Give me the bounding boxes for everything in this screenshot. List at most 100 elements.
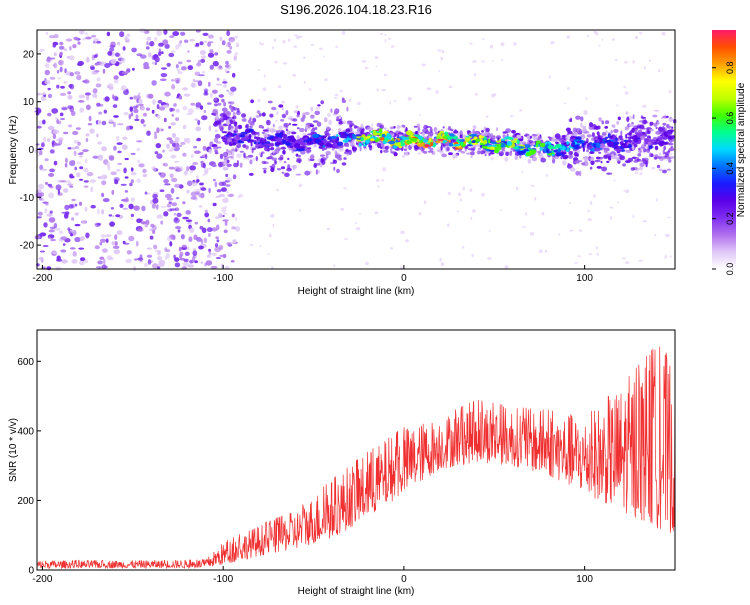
noise-blob bbox=[194, 80, 200, 83]
noise-blob bbox=[124, 157, 129, 161]
ridge-core-blob bbox=[339, 134, 348, 139]
ridge-core-blob bbox=[616, 147, 622, 153]
noise-blob bbox=[163, 211, 169, 217]
noise-blob bbox=[462, 186, 466, 191]
noise-blob bbox=[96, 41, 102, 44]
noise-blob bbox=[134, 258, 138, 261]
noise-blob bbox=[217, 212, 223, 219]
ridge-spread-blob bbox=[622, 163, 627, 167]
noise-blob bbox=[207, 102, 212, 105]
noise-blob bbox=[221, 206, 227, 213]
ridge-spread-blob bbox=[666, 125, 672, 129]
noise-blob bbox=[138, 103, 144, 107]
ridge-spread-blob bbox=[268, 155, 274, 159]
ridge-spread-blob bbox=[574, 160, 579, 164]
noise-blob bbox=[400, 230, 405, 235]
noise-blob bbox=[156, 153, 163, 159]
noise-blob bbox=[113, 177, 120, 182]
ridge-spread-blob bbox=[659, 152, 662, 158]
noise-blob bbox=[189, 170, 194, 174]
ridge-spread-blob bbox=[343, 157, 347, 160]
noise-blob bbox=[228, 125, 231, 131]
noise-blob bbox=[176, 212, 182, 218]
noise-blob bbox=[165, 193, 172, 199]
noise-blob bbox=[278, 85, 282, 89]
noise-blob bbox=[88, 115, 92, 122]
ridge-spread-blob bbox=[321, 159, 326, 165]
noise-blob bbox=[110, 171, 117, 176]
ridge-spread-blob bbox=[233, 129, 239, 134]
noise-blob bbox=[136, 218, 142, 223]
noise-blob bbox=[381, 88, 386, 92]
noise-blob bbox=[71, 146, 76, 150]
noise-blob bbox=[262, 87, 267, 92]
noise-blob bbox=[199, 50, 206, 55]
noise-blob bbox=[219, 36, 223, 41]
noise-blob bbox=[97, 141, 102, 145]
noise-blob bbox=[153, 244, 158, 250]
noise-blob bbox=[625, 261, 630, 264]
colorbar-tick-label: 0.0 bbox=[725, 263, 735, 276]
noise-blob bbox=[418, 211, 422, 216]
noise-blob bbox=[77, 41, 81, 45]
ridge-spread-blob bbox=[287, 164, 291, 170]
noise-blob bbox=[101, 146, 107, 152]
ridge-core-blob bbox=[232, 142, 237, 146]
noise-blob bbox=[78, 201, 83, 206]
ridge-spread-blob bbox=[477, 150, 481, 155]
noise-blob bbox=[158, 172, 162, 176]
noise-blob bbox=[544, 249, 548, 253]
noise-blob bbox=[187, 65, 194, 71]
noise-blob bbox=[116, 169, 121, 172]
noise-blob bbox=[57, 77, 61, 80]
ridge-spread-blob bbox=[246, 156, 250, 160]
noise-blob bbox=[166, 137, 173, 141]
ridge-spread-blob bbox=[655, 126, 658, 130]
ridge-core-blob bbox=[285, 142, 292, 147]
noise-blob bbox=[587, 209, 590, 213]
noise-blob bbox=[195, 107, 201, 110]
noise-blob bbox=[616, 201, 619, 204]
noise-blob bbox=[184, 251, 190, 256]
noise-blob bbox=[176, 68, 181, 72]
noise-blob bbox=[190, 154, 194, 158]
noise-blob bbox=[215, 195, 221, 198]
ridge-spread-blob bbox=[309, 124, 315, 127]
noise-blob bbox=[90, 66, 95, 70]
noise-blob bbox=[226, 50, 232, 54]
noise-blob bbox=[384, 33, 387, 36]
ridge-core-blob bbox=[288, 137, 297, 143]
noise-blob bbox=[143, 124, 147, 127]
ridge-spread-blob bbox=[583, 110, 588, 115]
noise-blob bbox=[218, 94, 224, 98]
noise-blob bbox=[119, 203, 124, 208]
noise-blob bbox=[45, 202, 49, 206]
noise-blob bbox=[64, 211, 70, 216]
noise-blob bbox=[113, 115, 119, 118]
noise-blob bbox=[82, 37, 87, 41]
noise-blob bbox=[36, 216, 42, 219]
noise-blob bbox=[100, 238, 106, 243]
noise-blob bbox=[103, 109, 108, 114]
ridge-spread-blob bbox=[359, 145, 362, 152]
ridge-spread-blob bbox=[269, 113, 274, 118]
ridge-core-blob bbox=[355, 134, 361, 137]
noise-blob bbox=[83, 180, 89, 183]
noise-blob bbox=[85, 36, 92, 40]
ridge-core-blob bbox=[429, 137, 432, 143]
ridge-spread-blob bbox=[665, 115, 669, 119]
ridge-spread-blob bbox=[583, 160, 589, 167]
ridge-spread-blob bbox=[644, 159, 647, 164]
noise-blob bbox=[634, 35, 639, 40]
ridge-core-blob bbox=[251, 130, 256, 135]
noise-blob bbox=[170, 122, 176, 126]
ridge-core-blob bbox=[446, 136, 453, 139]
noise-blob bbox=[182, 87, 189, 91]
ridge-spread-blob bbox=[245, 123, 250, 129]
noise-blob bbox=[564, 102, 567, 105]
noise-blob bbox=[46, 266, 52, 271]
noise-blob bbox=[179, 40, 183, 44]
noise-blob bbox=[138, 163, 145, 168]
ridge-spread-blob bbox=[252, 117, 257, 123]
ridge-core-blob bbox=[329, 140, 333, 143]
